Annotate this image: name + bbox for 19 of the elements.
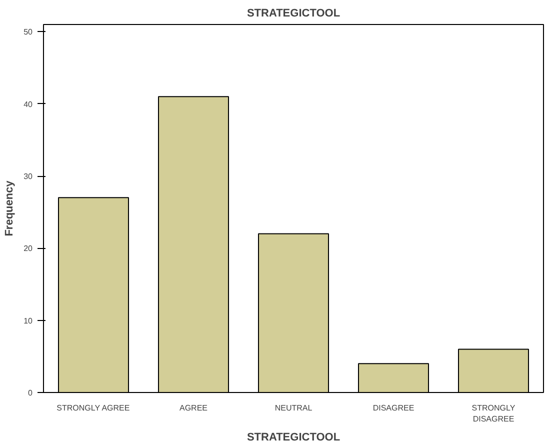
bar — [258, 233, 329, 392]
y-tick-label: 40 — [24, 100, 34, 109]
x-axis-title: STRATEGICTOOL — [246, 431, 340, 444]
y-tick-label: 20 — [24, 244, 34, 254]
bar — [458, 348, 529, 392]
y-tick-label: 50 — [24, 28, 34, 37]
x-tick-label: NEUTRAL — [274, 404, 313, 412]
bar — [58, 197, 129, 392]
x-tick-label: STRONGLY DISAGREE — [472, 404, 516, 424]
y-tick-label: 0 — [28, 388, 34, 398]
y-axis-title: Frequency — [4, 180, 16, 236]
x-tick-label: STRONGLY AGREE — [56, 404, 130, 412]
x-tick-label: AGREE — [179, 404, 208, 412]
bar — [158, 96, 229, 392]
x-tick-label: DISAGREE — [372, 404, 414, 412]
y-tick-label: 10 — [24, 316, 34, 326]
bar — [358, 363, 429, 392]
chart-title: STRATEGICTOOL — [246, 8, 340, 20]
y-tick-label: 30 — [24, 172, 34, 182]
